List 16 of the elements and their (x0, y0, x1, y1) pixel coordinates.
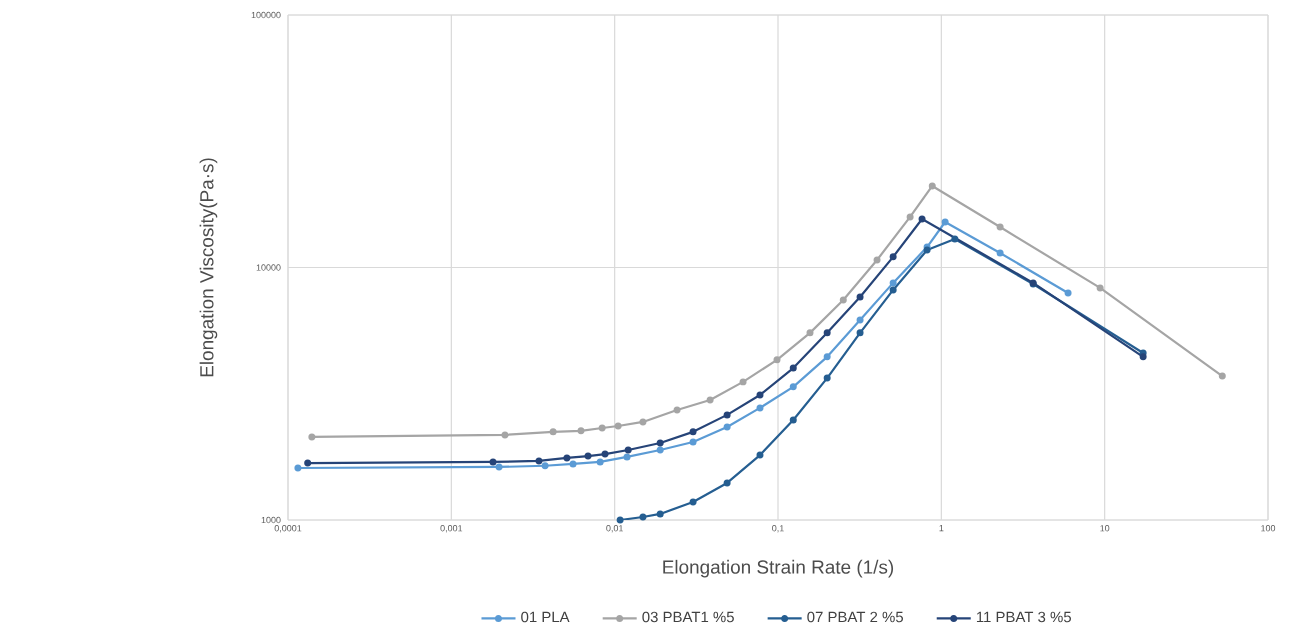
y-tick-label: 10000 (256, 264, 281, 271)
legend-label: 11 PBAT 3 %5 (976, 611, 1071, 623)
x-axis-title: Elongation Strain Rate (1/s) (663, 559, 894, 578)
legend-label: 07 PBAT 2 %5 (807, 611, 904, 623)
x-tick-label: 0,01 (606, 525, 623, 533)
y-axis-title: Elongation Viscosity(Pa·s) (199, 158, 218, 377)
y-tick-label: 1000 (261, 516, 281, 524)
legend-label: 03 PBAT1 %5 (642, 611, 734, 623)
y-tick-label: 100000 (251, 11, 281, 19)
x-tick-label: 100 (1261, 525, 1276, 532)
x-tick-label: 0,001 (440, 525, 463, 533)
x-tick-label: 1 (939, 525, 944, 532)
x-tick-label: 0,1 (772, 525, 784, 533)
x-tick-label: 0,0001 (274, 525, 302, 533)
x-tick-label: 10 (1100, 525, 1110, 532)
legend-label: 01 PLA (521, 611, 570, 623)
